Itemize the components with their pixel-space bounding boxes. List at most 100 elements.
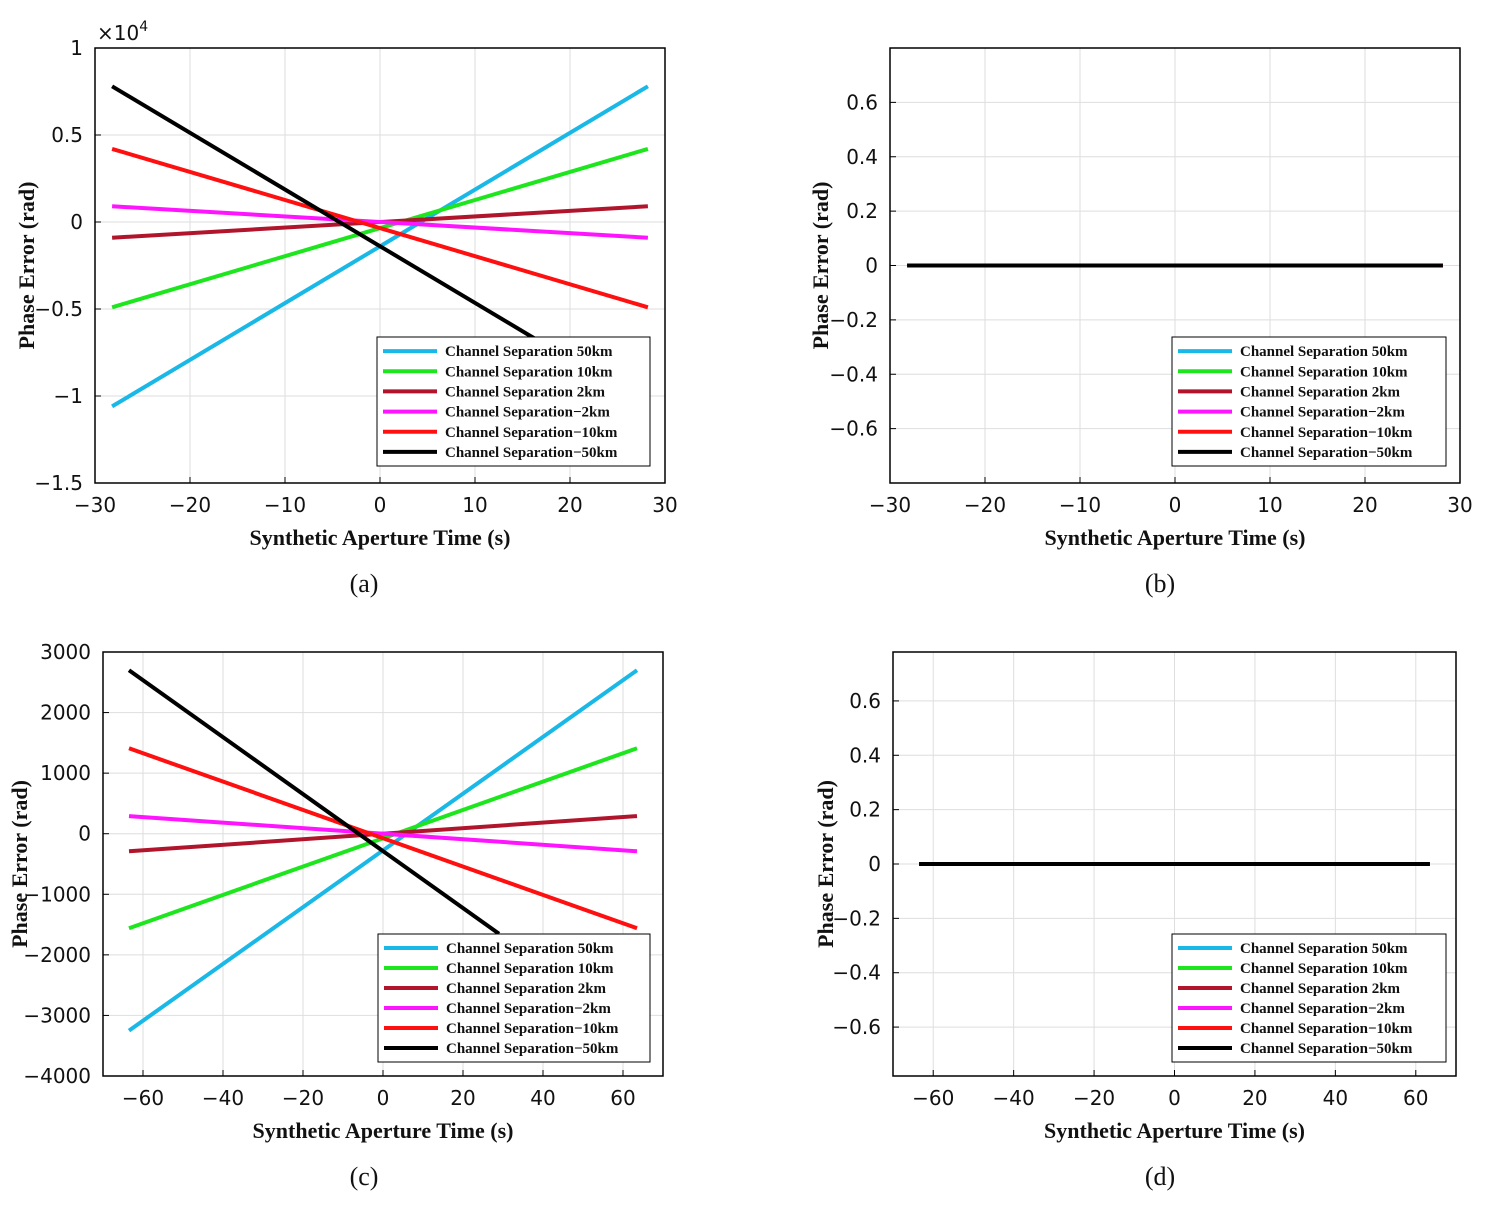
legend-item: Channel Separation−50km (1178, 445, 1413, 461)
x-tick-label: 0 (1168, 1086, 1181, 1110)
y-multiplier: ×104 (97, 19, 148, 45)
y-tick-label: 0 (868, 852, 881, 876)
legend-item: Channel Separation−2km (384, 1001, 611, 1017)
y-tick-label: −1.5 (34, 471, 83, 495)
panel-caption: (d) (1145, 1162, 1175, 1191)
x-tick-label: −40 (202, 1086, 244, 1110)
legend-label: Channel Separation−2km (445, 405, 610, 421)
legend-item: Channel Separation−2km (383, 405, 610, 421)
x-tick-label: 10 (462, 493, 487, 517)
legend-item: Channel Separation−10km (1178, 1021, 1413, 1037)
legend-item: Channel Separation−10km (383, 425, 618, 441)
x-axis-label: Synthetic Aperture Time (s) (1044, 1118, 1305, 1143)
legend-box (1171, 336, 1447, 467)
legend-label: Channel Separation 50km (1240, 941, 1408, 957)
series-line-cs-neg2km (111, 204, 649, 240)
legend-item: Channel Separation 2km (1178, 981, 1401, 997)
x-axis-label: Synthetic Aperture Time (s) (1045, 525, 1306, 550)
legend-item: Channel Separation 50km (383, 344, 613, 360)
legend-label: Channel Separation 10km (445, 364, 613, 380)
legend-label: Channel Separation−50km (445, 445, 618, 461)
legend-item: Channel Separation−2km (1178, 1001, 1405, 1017)
legend-label: Channel Separation 10km (1240, 961, 1408, 977)
legend-item: Channel Separation−50km (1178, 1041, 1413, 1057)
y-tick-label: −2000 (23, 943, 91, 967)
y-tick-label: −0.6 (832, 1015, 881, 1039)
legend-label: Channel Separation−2km (1240, 405, 1405, 421)
series-line-cs-neg50km (127, 668, 501, 936)
y-tick-label: −0.6 (829, 417, 878, 441)
x-tick-label: −10 (1059, 493, 1101, 517)
legend-item: Channel Separation 10km (1178, 961, 1408, 977)
legend-item: Channel Separation 50km (384, 941, 614, 957)
x-tick-label: −20 (282, 1086, 324, 1110)
x-tick-label: −60 (912, 1086, 954, 1110)
y-tick-label: 3000 (40, 640, 91, 664)
series-line-cs-neg50km (111, 84, 536, 341)
legend-label: Channel Separation 2km (1240, 384, 1401, 400)
x-tick-label: 40 (1323, 1086, 1348, 1110)
legend-box (1171, 933, 1447, 1063)
series-line-cs-neg10km (128, 746, 638, 931)
legend-label: Channel Separation 50km (446, 941, 614, 957)
y-tick-label: 0.5 (51, 123, 83, 147)
y-tick-label: −0.2 (829, 308, 878, 332)
y-tick-label: −1 (54, 384, 83, 408)
legend: Channel Separation 50km Channel Separatio… (1171, 336, 1447, 467)
x-tick-label: 20 (557, 493, 582, 517)
y-tick-label: 1000 (40, 761, 91, 785)
legend-label: Channel Separation 50km (445, 344, 613, 360)
x-tick-label: −20 (169, 493, 211, 517)
y-tick-label: −4000 (23, 1064, 91, 1088)
x-tick-label: 10 (1257, 493, 1282, 517)
legend-item: Channel Separation 50km (1178, 941, 1408, 957)
y-tick-label: −3000 (23, 1003, 91, 1027)
panel-caption: (c) (350, 1162, 379, 1191)
panel-caption: (a) (350, 569, 379, 598)
legend-item: Channel Separation 2km (383, 384, 606, 400)
x-axis-label: Synthetic Aperture Time (s) (253, 1118, 514, 1143)
legend-label: Channel Separation 10km (446, 961, 614, 977)
x-tick-label: 20 (1242, 1086, 1267, 1110)
y-tick-label: −0.2 (832, 906, 881, 930)
y-axis-label: Phase Error (rad) (808, 182, 833, 350)
y-tick-label: 0.4 (846, 145, 878, 169)
legend-item: Channel Separation−50km (383, 445, 618, 461)
x-tick-label: 60 (1403, 1086, 1428, 1110)
legend-label: Channel Separation 50km (1240, 344, 1408, 360)
legend-label: Channel Separation−50km (1240, 445, 1413, 461)
legend-box (377, 933, 651, 1063)
y-tick-label: −1000 (23, 882, 91, 906)
legend-item: Channel Separation−50km (384, 1041, 619, 1057)
legend-label: Channel Separation−10km (1240, 1021, 1413, 1037)
legend-item: Channel Separation−2km (1178, 405, 1405, 421)
x-tick-label: −20 (1073, 1086, 1115, 1110)
x-tick-label: 0 (1169, 493, 1182, 517)
legend-item: Channel Separation 50km (1178, 344, 1408, 360)
y-multiplier-base: ×10 (97, 21, 139, 45)
legend-box (376, 336, 651, 467)
y-multiplier-exponent: 4 (139, 19, 148, 35)
x-tick-label: 30 (652, 493, 677, 517)
y-tick-label: 0.6 (846, 90, 878, 114)
legend-item: Channel Separation 10km (383, 364, 613, 380)
legend-label: Channel Separation−10km (1240, 425, 1413, 441)
x-tick-label: 30 (1447, 493, 1472, 517)
legend: Channel Separation 50km Channel Separatio… (377, 933, 651, 1063)
legend-label: Channel Separation 2km (446, 981, 607, 997)
legend: Channel Separation 50km Channel Separatio… (376, 336, 651, 467)
legend-item: Channel Separation 10km (1178, 364, 1408, 380)
y-tick-label: −0.5 (34, 297, 83, 321)
panel-b: −30 −20 −10 0 10 20 30 −0.6 −0.4 −0.2 0 0.2 0.4 0.6 Sy… (808, 47, 1473, 598)
y-axis-label: Phase Error (rad) (14, 182, 39, 350)
legend-label: Channel Separation−2km (1240, 1001, 1405, 1017)
legend-item: Channel Separation−10km (384, 1021, 619, 1037)
y-tick-label: 2000 (40, 701, 91, 725)
legend-label: Channel Separation 10km (1240, 364, 1408, 380)
series-line-cs-neg2km (128, 814, 638, 854)
legend-item: Channel Separation 2km (384, 981, 607, 997)
x-tick-label: 0 (374, 493, 387, 517)
panel-d: −60 −40 −20 0 20 40 60 −0.6 −0.4 −0.2 0 0.2 0.4 0.6 Sy… (813, 651, 1457, 1191)
x-tick-label: 60 (610, 1086, 635, 1110)
